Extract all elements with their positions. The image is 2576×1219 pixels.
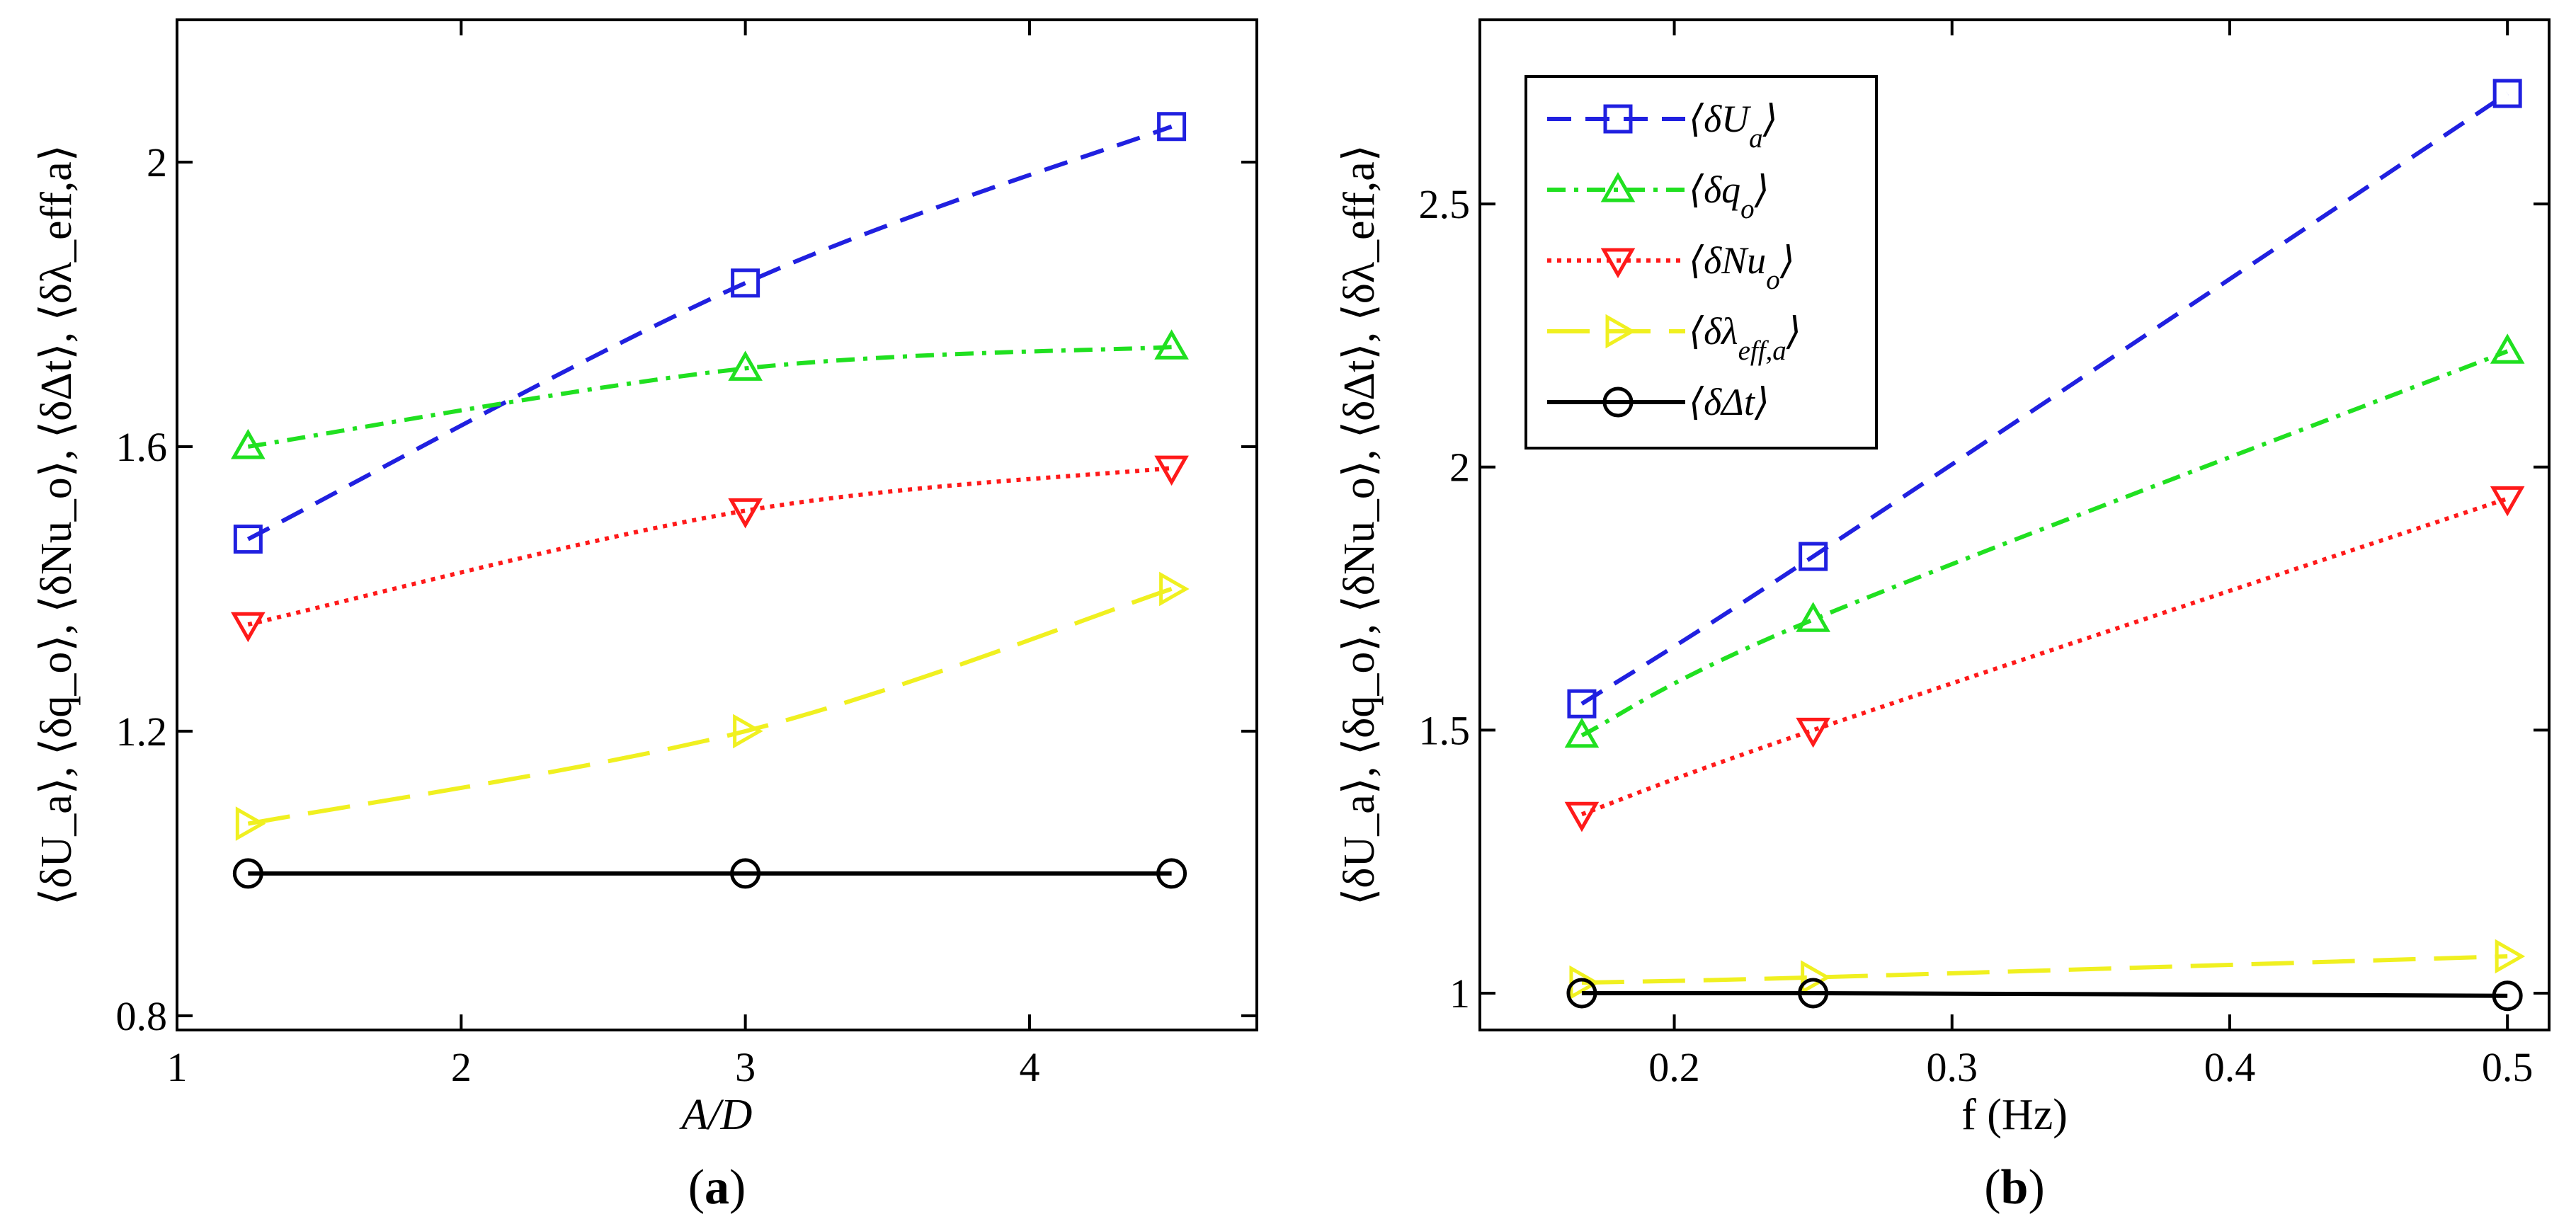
- data-marker: [231, 428, 266, 459]
- y-tick-label: 1.2: [116, 709, 168, 755]
- data-marker: [1154, 329, 1189, 360]
- data-marker: [728, 498, 763, 529]
- legend-label: ⟨δΔt⟩: [1689, 381, 1769, 423]
- data-marker: [1564, 801, 1600, 832]
- data-marker: [730, 858, 761, 889]
- x-tick-label: 2: [451, 1044, 472, 1090]
- x-axis-title: f (Hz): [1961, 1091, 2068, 1139]
- data-marker: [731, 268, 760, 298]
- x-tick-label: 3: [735, 1044, 756, 1090]
- y-tick-label: 2.5: [1419, 181, 1471, 227]
- series-line: [1580, 496, 2509, 817]
- data-marker: [2495, 939, 2526, 974]
- series-line: [1581, 990, 2508, 998]
- legend-label: ⟨δNuo⟩: [1689, 239, 1795, 295]
- data-marker: [733, 714, 763, 749]
- x-tick-label: 0.4: [2204, 1044, 2256, 1090]
- legend-marker: [1600, 248, 1636, 279]
- data-marker: [1159, 571, 1190, 607]
- x-tick-label: 1: [167, 1044, 188, 1090]
- data-marker: [231, 612, 266, 643]
- series-line: [1581, 954, 2508, 985]
- x-axis-title: A/D: [679, 1091, 753, 1139]
- series-line: [246, 124, 1173, 542]
- data-marker: [2492, 980, 2523, 1012]
- x-tick-label: 0.2: [1648, 1044, 1700, 1090]
- data-marker: [1567, 689, 1597, 719]
- legend-marker: [1602, 387, 1634, 418]
- panel-label: (a): [688, 1160, 746, 1215]
- plot-frame: [176, 18, 1258, 1031]
- plot-frame: [1478, 18, 2551, 1031]
- data-marker: [1801, 960, 1831, 995]
- y-tick-label: 1.6: [116, 424, 168, 470]
- data-marker: [2492, 79, 2522, 108]
- legend: ⟨δUa⟩ ⟨δqo⟩ ⟨δNuo⟩ ⟨δλeff,a⟩ ⟨δΔt⟩: [1524, 75, 1878, 450]
- series-line: [247, 587, 1173, 826]
- legend-label: ⟨δλeff,a⟩: [1689, 310, 1801, 366]
- data-marker: [1566, 978, 1597, 1009]
- data-marker: [1564, 717, 1600, 748]
- x-tick-label: 4: [1019, 1044, 1039, 1090]
- series-line: [1580, 349, 2509, 738]
- y-tick-label: 1: [1449, 971, 1470, 1017]
- data-marker: [728, 350, 763, 381]
- x-tick-label: 0.5: [2482, 1044, 2534, 1090]
- legend-label: ⟨δqo⟩: [1689, 168, 1769, 224]
- data-marker: [235, 806, 266, 841]
- legend-marker: [1603, 104, 1633, 134]
- data-marker: [2490, 333, 2525, 364]
- y-tick-label: 1.5: [1419, 707, 1471, 753]
- data-marker: [233, 525, 263, 554]
- panel-a: 1 2 3 4 0.8 1.2 1.6 2 A/D ⟨δU_a⟩, ⟨δq_o⟩, ⟨δNu_o⟩…: [33, 18, 1258, 1215]
- y-axis-title: ⟨δU_a⟩, ⟨δq_o⟩, ⟨δNu_o⟩, ⟨δΔt⟩, ⟨δλ_eff,…: [1335, 144, 1384, 905]
- data-marker: [1157, 112, 1187, 142]
- data-marker: [1154, 455, 1189, 486]
- panel-b: 0.2 0.3 0.4 0.5 1 1.5 2 2.5 f (Hz) ⟨δU_a⟩, ⟨δq_o⟩…: [1335, 18, 2551, 1215]
- legend-label: ⟨δUa⟩: [1689, 98, 1778, 154]
- data-marker: [1156, 858, 1187, 889]
- y-axis-title: ⟨δU_a⟩, ⟨δq_o⟩, ⟨δNu_o⟩, ⟨δΔt⟩, ⟨δλ_eff,…: [33, 144, 81, 905]
- panel-label: (b): [1984, 1160, 2045, 1215]
- series-line: [247, 466, 1172, 627]
- y-tick-label: 0.8: [116, 993, 168, 1039]
- x-tick-label: 0.3: [1927, 1044, 1978, 1090]
- data-marker: [1796, 717, 1830, 748]
- data-marker: [232, 858, 263, 889]
- data-marker: [1798, 978, 1829, 1009]
- series-line: [247, 345, 1172, 449]
- legend-marker: [1600, 171, 1636, 202]
- legend-marker: [1605, 314, 1636, 349]
- data-marker: [1799, 542, 1828, 571]
- y-tick-label: 2: [1449, 445, 1470, 491]
- y-tick-label: 2: [147, 139, 167, 185]
- data-marker: [1796, 602, 1830, 632]
- legend-frame: [1524, 75, 1878, 450]
- data-marker: [2490, 486, 2525, 517]
